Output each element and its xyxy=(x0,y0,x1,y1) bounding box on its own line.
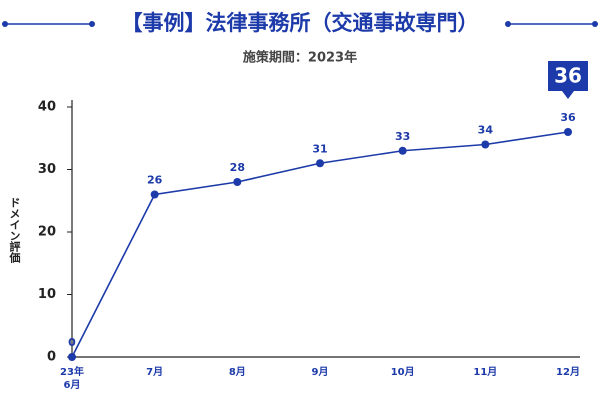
data-label: 31 xyxy=(312,142,327,155)
x-tick-label: 7月 xyxy=(146,366,163,378)
chart-title: 【事例】法律事務所（交通事故専門） xyxy=(122,11,479,35)
x-tick-label: 8月 xyxy=(229,366,246,378)
data-label: 26 xyxy=(147,174,163,187)
data-label: 33 xyxy=(395,130,410,143)
data-label: 0 xyxy=(68,336,76,349)
point xyxy=(398,146,407,155)
data-label: 28 xyxy=(230,161,245,174)
x-tick-label: 9月 xyxy=(312,366,329,378)
x-tick-label: 10月 xyxy=(391,366,415,378)
y-tick-label: 0 xyxy=(47,350,56,365)
title-deco xyxy=(2,21,8,27)
y-tick-label: 40 xyxy=(38,100,56,115)
data-label: 36 xyxy=(560,111,576,124)
title-deco xyxy=(505,21,511,27)
y-tick-label: 10 xyxy=(38,287,56,302)
data-label: 34 xyxy=(478,124,494,137)
point xyxy=(316,159,324,168)
x-tick-label: 11月 xyxy=(473,366,497,378)
title-deco xyxy=(89,21,95,27)
y-axis-label: ドメイン評価 xyxy=(8,197,22,264)
chart-subtitle: 施策期間：2023年 xyxy=(243,50,357,66)
callout xyxy=(548,61,588,99)
point xyxy=(150,190,159,199)
x-tick-label: 23年 6月 xyxy=(60,365,84,391)
point xyxy=(68,353,76,361)
point xyxy=(481,140,490,149)
y-tick-label: 20 xyxy=(38,225,56,240)
x-tick-label: 12月 xyxy=(556,366,580,378)
title-deco xyxy=(592,21,598,27)
callout-label: 36 xyxy=(554,64,582,88)
y-tick-label: 30 xyxy=(38,162,56,177)
point xyxy=(564,128,572,136)
point xyxy=(233,178,242,186)
